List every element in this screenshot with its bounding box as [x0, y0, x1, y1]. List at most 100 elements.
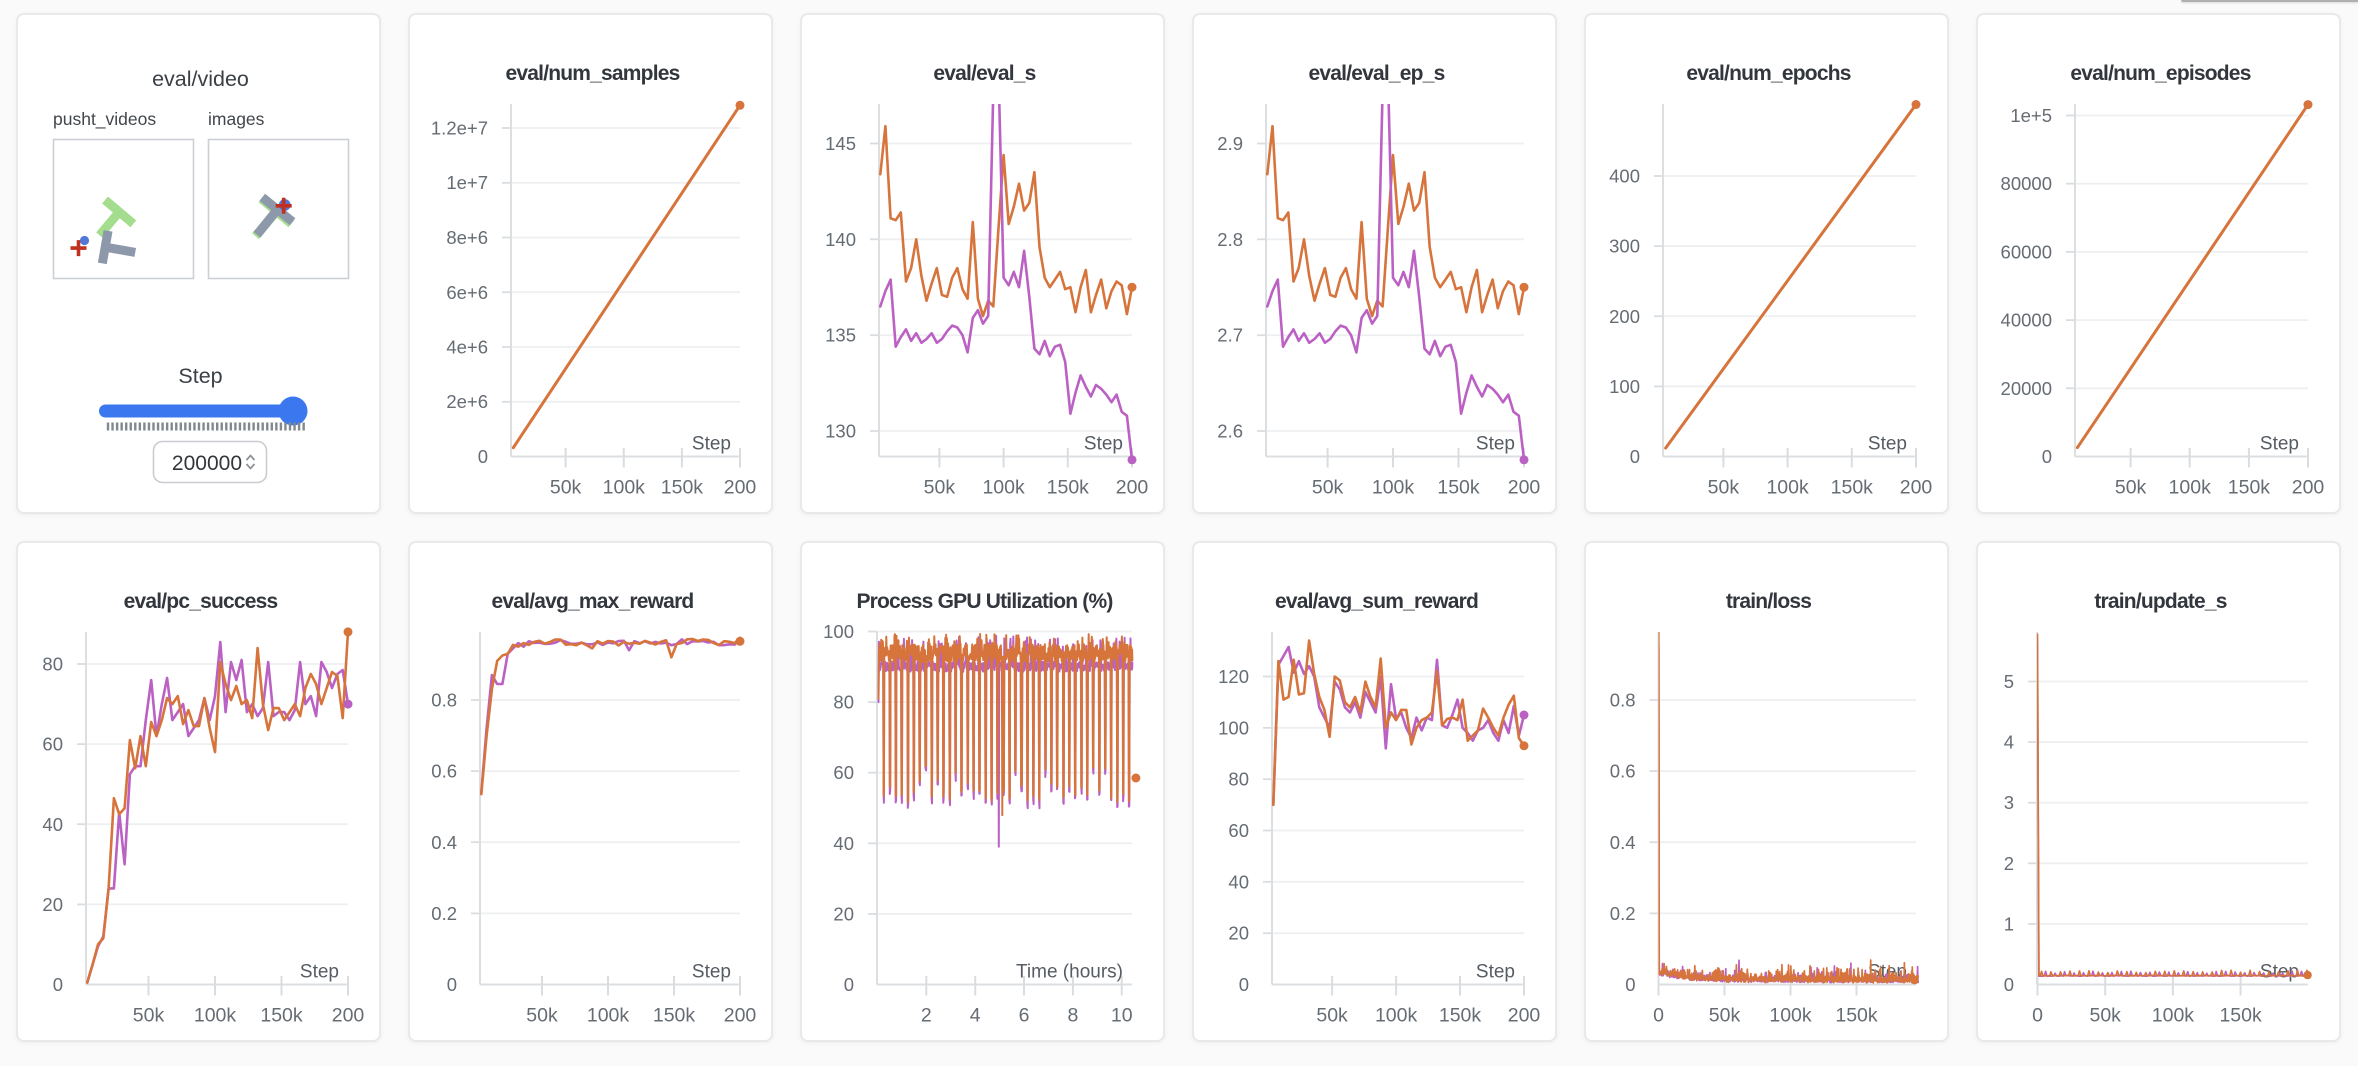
svg-text:50k: 50k: [2089, 1005, 2121, 1027]
svg-text:400: 400: [1609, 166, 1640, 187]
svg-text:20: 20: [833, 903, 854, 924]
svg-text:4: 4: [970, 1005, 981, 1027]
svg-text:150k: 150k: [260, 1005, 303, 1027]
svg-text:Step: Step: [692, 434, 731, 455]
svg-text:100k: 100k: [1766, 477, 1809, 499]
svg-text:eval/avg_sum_reward: eval/avg_sum_reward: [1275, 590, 1478, 613]
svg-text:200: 200: [1508, 477, 1541, 499]
svg-text:100k: 100k: [2152, 1005, 2195, 1027]
svg-text:200: 200: [1900, 477, 1933, 499]
svg-text:2.7: 2.7: [1217, 325, 1243, 346]
svg-text:8e+6: 8e+6: [446, 227, 488, 248]
svg-text:0: 0: [1239, 974, 1249, 995]
svg-text:0: 0: [447, 974, 457, 995]
svg-text:Step: Step: [1868, 434, 1907, 455]
svg-text:150k: 150k: [661, 477, 704, 499]
svg-text:80: 80: [833, 692, 854, 713]
svg-text:0: 0: [53, 974, 63, 995]
svg-text:pusht_videos: pusht_videos: [53, 109, 156, 130]
svg-text:300: 300: [1609, 236, 1640, 257]
svg-text:train/loss: train/loss: [1726, 590, 1811, 613]
svg-text:Step: Step: [1084, 434, 1123, 455]
svg-text:0.2: 0.2: [431, 903, 457, 924]
svg-text:60000: 60000: [2001, 241, 2052, 262]
svg-text:100k: 100k: [603, 477, 646, 499]
svg-text:150k: 150k: [1439, 1005, 1482, 1027]
svg-text:0.2: 0.2: [1610, 903, 1636, 924]
svg-text:50k: 50k: [1312, 477, 1344, 499]
svg-text:8: 8: [1067, 1005, 1078, 1027]
svg-text:20: 20: [1228, 923, 1249, 944]
svg-text:4e+6: 4e+6: [446, 337, 488, 358]
svg-text:2: 2: [2004, 853, 2014, 874]
svg-text:6e+6: 6e+6: [446, 282, 488, 303]
svg-text:0: 0: [478, 446, 488, 467]
svg-text:50k: 50k: [2115, 477, 2147, 499]
svg-text:50k: 50k: [550, 477, 582, 499]
svg-text:80000: 80000: [2001, 173, 2052, 194]
svg-text:1e+7: 1e+7: [446, 172, 488, 193]
svg-text:0: 0: [1625, 974, 1635, 995]
svg-text:Step: Step: [2260, 434, 2299, 455]
svg-text:80: 80: [42, 654, 63, 675]
svg-text:100: 100: [1609, 376, 1640, 397]
svg-text:0: 0: [1630, 446, 1640, 467]
svg-text:60: 60: [833, 762, 854, 783]
svg-text:40: 40: [833, 833, 854, 854]
svg-text:2.8: 2.8: [1217, 229, 1243, 250]
svg-text:2e+6: 2e+6: [446, 391, 488, 412]
svg-text:60: 60: [42, 734, 63, 755]
svg-text:6: 6: [1019, 1005, 1030, 1027]
svg-text:20: 20: [42, 894, 63, 915]
svg-text:50k: 50k: [1708, 477, 1740, 499]
svg-text:Process GPU Utilization (%): Process GPU Utilization (%): [856, 590, 1112, 613]
svg-text:1e+5: 1e+5: [2010, 105, 2052, 126]
svg-text:Step: Step: [1476, 962, 1515, 983]
svg-text:100k: 100k: [1375, 1005, 1418, 1027]
svg-text:100: 100: [1218, 717, 1249, 738]
svg-text:eval/num_samples: eval/num_samples: [506, 62, 680, 85]
svg-text:50k: 50k: [924, 477, 956, 499]
svg-text:4: 4: [2004, 732, 2014, 753]
svg-text:80: 80: [1228, 769, 1249, 790]
svg-text:200000: 200000: [172, 452, 242, 475]
svg-text:2: 2: [921, 1005, 932, 1027]
svg-text:150k: 150k: [653, 1005, 696, 1027]
svg-text:10: 10: [1111, 1005, 1133, 1027]
svg-text:train/update_s: train/update_s: [2094, 590, 2226, 613]
svg-text:eval/pc_success: eval/pc_success: [124, 590, 278, 613]
svg-text:2.6: 2.6: [1217, 421, 1243, 442]
svg-text:5: 5: [2004, 671, 2014, 692]
svg-text:100k: 100k: [2169, 477, 2212, 499]
svg-text:0.6: 0.6: [431, 761, 457, 782]
svg-text:50k: 50k: [1316, 1005, 1348, 1027]
svg-text:100k: 100k: [194, 1005, 237, 1027]
svg-text:0: 0: [2042, 446, 2052, 467]
svg-text:40: 40: [42, 814, 63, 835]
svg-text:50k: 50k: [1709, 1005, 1741, 1027]
svg-text:0.8: 0.8: [431, 690, 457, 711]
svg-text:135: 135: [825, 325, 856, 346]
svg-text:1: 1: [2004, 913, 2014, 934]
svg-text:100k: 100k: [587, 1005, 630, 1027]
svg-text:100k: 100k: [1769, 1005, 1812, 1027]
svg-text:0: 0: [2004, 974, 2014, 995]
svg-text:0.8: 0.8: [1610, 690, 1636, 711]
svg-text:200: 200: [1508, 1005, 1541, 1027]
svg-text:20000: 20000: [2001, 378, 2052, 399]
svg-text:eval/eval_ep_s: eval/eval_ep_s: [1309, 62, 1445, 85]
svg-text:150k: 150k: [1835, 1005, 1878, 1027]
svg-text:eval/num_epochs: eval/num_epochs: [1686, 62, 1850, 85]
svg-text:1.2e+7: 1.2e+7: [431, 118, 488, 139]
svg-text:0: 0: [2032, 1005, 2043, 1027]
svg-text:2.9: 2.9: [1217, 133, 1243, 154]
svg-text:Time (hours): Time (hours): [1016, 962, 1123, 983]
svg-text:100k: 100k: [1372, 477, 1415, 499]
svg-text:150k: 150k: [1831, 477, 1874, 499]
svg-text:eval/avg_max_reward: eval/avg_max_reward: [492, 590, 694, 613]
svg-text:Step: Step: [178, 364, 222, 388]
svg-text:40: 40: [1228, 871, 1249, 892]
svg-text:200: 200: [2292, 477, 2325, 499]
svg-text:200: 200: [332, 1005, 365, 1027]
svg-text:200: 200: [1116, 477, 1149, 499]
